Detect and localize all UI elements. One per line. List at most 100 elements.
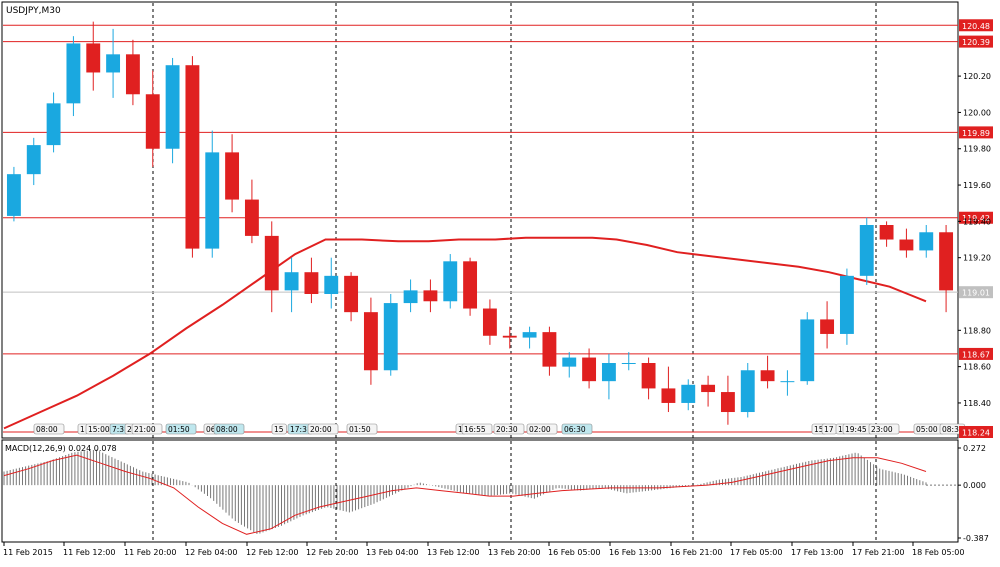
price-tick-label: 118.40 bbox=[963, 399, 991, 408]
event-marker-label: 15 bbox=[814, 425, 824, 434]
candles bbox=[6, 21, 954, 425]
event-marker[interactable] bbox=[165, 423, 197, 435]
candle-body bbox=[443, 261, 458, 302]
event-marker-label: 05:00 bbox=[916, 425, 938, 434]
candle-body bbox=[344, 275, 359, 313]
price-tick-label: 119.80 bbox=[963, 145, 991, 154]
candle-body bbox=[225, 152, 240, 200]
candle-body bbox=[86, 43, 101, 73]
candle-body bbox=[859, 225, 874, 276]
candle-body bbox=[205, 152, 220, 249]
time-tick-label: 17 Feb 05:00 bbox=[730, 548, 782, 557]
candle-body bbox=[740, 370, 755, 413]
event-marker[interactable] bbox=[493, 423, 525, 435]
time-tick-label: 16 Feb 05:00 bbox=[548, 548, 600, 557]
candle-body bbox=[66, 43, 81, 104]
candle-body bbox=[522, 332, 537, 338]
event-marker-label: 19:45 bbox=[845, 425, 867, 434]
event-marker-label: 06:30 bbox=[564, 425, 586, 434]
candle-body bbox=[641, 363, 656, 389]
level-price-tag bbox=[959, 126, 993, 139]
time-tick-label: 12 Feb 20:00 bbox=[306, 548, 358, 557]
time-tick-label: 17 Feb 21:00 bbox=[852, 548, 904, 557]
candle-body bbox=[919, 232, 934, 251]
event-marker[interactable] bbox=[868, 423, 900, 435]
level-price-tag bbox=[959, 35, 993, 48]
candle-body bbox=[304, 272, 319, 294]
event-marker-label: 1 bbox=[80, 425, 85, 434]
candle-body bbox=[145, 94, 160, 149]
moving-average bbox=[3, 236, 927, 430]
level-price-label: 120.39 bbox=[962, 38, 990, 47]
price-tick-label: 119.40 bbox=[963, 217, 991, 226]
moving-average-line bbox=[3, 236, 927, 430]
price-tick-label: 118.80 bbox=[963, 326, 991, 335]
candle-body bbox=[601, 363, 616, 382]
panel-frames bbox=[1, 1, 959, 543]
event-marker[interactable] bbox=[526, 423, 558, 435]
candle-body bbox=[621, 363, 636, 364]
candle-body bbox=[681, 384, 696, 403]
event-marker-label: 17:3 bbox=[290, 425, 307, 434]
candle-body bbox=[800, 319, 815, 382]
event-marker-label: 06 bbox=[206, 425, 216, 434]
candle-body bbox=[839, 275, 854, 334]
candle-body bbox=[324, 275, 339, 294]
time-tick-label: 16 Feb 13:00 bbox=[609, 548, 661, 557]
time-axis: 11 Feb 2015 11 Feb 12:00 11 Feb 20:00 12 Fe… bbox=[3, 542, 964, 557]
event-marker-label: 08:00 bbox=[216, 425, 238, 434]
candle-body bbox=[423, 290, 438, 302]
level-price-tag bbox=[959, 211, 993, 224]
price-tick-label: 119.60 bbox=[963, 181, 991, 190]
time-tick-label: 18 Feb 05:00 bbox=[912, 548, 964, 557]
event-marker-label: 20:30 bbox=[496, 425, 518, 434]
event-marker-label: 1 bbox=[458, 425, 463, 434]
level-price-label: 119.89 bbox=[962, 129, 990, 138]
candle-body bbox=[6, 174, 21, 216]
candle-body bbox=[185, 65, 200, 249]
event-marker[interactable] bbox=[213, 423, 245, 435]
candle-body bbox=[701, 384, 716, 393]
event-marker[interactable] bbox=[461, 423, 493, 435]
time-tick-label: 13 Feb 04:00 bbox=[366, 548, 418, 557]
event-marker-label: 15:00 bbox=[88, 425, 110, 434]
candle-body bbox=[46, 103, 61, 146]
event-marker[interactable] bbox=[307, 423, 339, 435]
macd-axis: 0.272 0.000 -0.387 bbox=[958, 444, 989, 543]
event-marker-label: 08:3 bbox=[942, 425, 959, 434]
candle-body bbox=[661, 388, 676, 403]
candle-body bbox=[820, 319, 835, 334]
time-tick-label: 13 Feb 20:00 bbox=[488, 548, 540, 557]
candle-body bbox=[939, 232, 954, 291]
price-tick-label: 120.00 bbox=[963, 108, 991, 117]
macd-panel-frame bbox=[1, 439, 959, 543]
candle-body bbox=[720, 392, 735, 413]
candle-body bbox=[165, 65, 180, 149]
event-marker[interactable] bbox=[561, 423, 593, 435]
level-price-label: 119.42 bbox=[962, 214, 990, 223]
candle-body bbox=[899, 239, 914, 251]
candle-body bbox=[780, 381, 795, 383]
candle-body bbox=[482, 308, 497, 336]
candle-body bbox=[383, 303, 398, 371]
event-marker[interactable] bbox=[33, 423, 65, 435]
time-tick-label: 17 Feb 13:00 bbox=[791, 548, 843, 557]
event-marker[interactable] bbox=[346, 423, 378, 435]
event-marker-label: 1 bbox=[838, 425, 843, 434]
candle-body bbox=[244, 199, 259, 236]
macd-tick-label: 0.272 bbox=[963, 444, 986, 453]
candle-body bbox=[125, 54, 140, 95]
event-marker[interactable] bbox=[131, 423, 163, 435]
time-tick-label: 11 Feb 12:00 bbox=[63, 548, 115, 557]
event-marker[interactable] bbox=[271, 423, 287, 435]
candle-body bbox=[562, 357, 577, 367]
candle-body bbox=[403, 290, 418, 304]
candle-body bbox=[463, 261, 478, 309]
time-tick-label: 16 Feb 21:00 bbox=[670, 548, 722, 557]
event-markers[interactable]: 08:00 1 15:00 7:3 2 21:00 01:50 06 08:00 15 17:3 20… bbox=[33, 423, 966, 435]
level-price-tag bbox=[959, 347, 993, 360]
price-tick-label: 120.20 bbox=[963, 72, 991, 81]
current-price-tag bbox=[959, 286, 993, 299]
candle-body bbox=[582, 357, 597, 382]
